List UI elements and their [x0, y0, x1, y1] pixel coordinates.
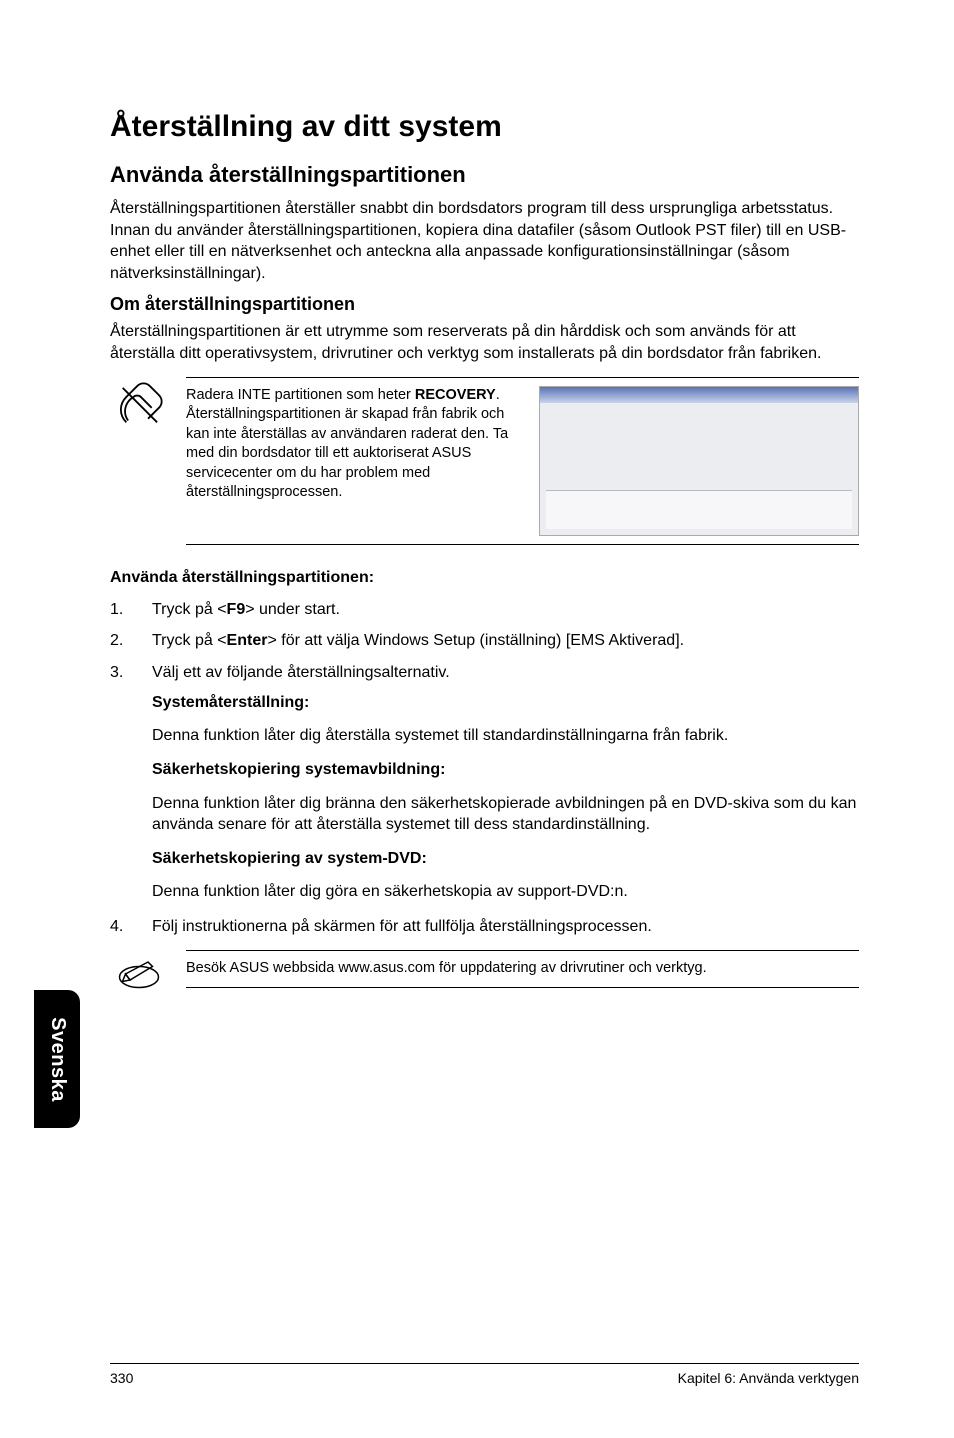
section2-para: Återställningspartitionen är ett utrymme…: [110, 321, 859, 364]
step-num: 3.: [110, 661, 152, 684]
step2-post: > för att välja Windows Setup (inställni…: [267, 632, 684, 649]
sub-heading: Säkerhetskopiering av system-DVD:: [152, 850, 427, 867]
ordered-list: 1. Tryck på <F9> under start. 2. Tryck p…: [110, 598, 859, 684]
list-item: 2. Tryck på <Enter> för att välja Window…: [110, 629, 859, 652]
warning-note: Radera INTE partitionen som heter RECOVE…: [110, 377, 859, 545]
step-num: 2.: [110, 629, 152, 652]
note1-post: . Återställningspartitionen är skapad fr…: [186, 387, 508, 501]
info-note: Besök ASUS webbsida www.asus.com för upp…: [110, 950, 859, 998]
step-num: 4.: [110, 915, 152, 938]
sub-heading: Säkerhetskopiering systemavbildning:: [152, 761, 445, 778]
warning-text: Radera INTE partitionen som heter RECOVE…: [186, 386, 527, 503]
step2-bold: Enter: [227, 632, 268, 649]
step2-pre: Tryck på <: [152, 632, 227, 649]
step-body: Tryck på <Enter> för att välja Windows S…: [152, 629, 859, 652]
hand-stop-icon: [110, 377, 168, 435]
step-body: Välj ett av följande återställningsalter…: [152, 661, 859, 684]
section-heading-2: Om återställningspartitionen: [110, 294, 859, 315]
section-heading-1: Använda återställningspartitionen: [110, 162, 859, 188]
pencil-icon: [110, 950, 168, 998]
language-label: Svenska: [46, 1017, 69, 1102]
step-body: Följ instruktionerna på skärmen för att …: [152, 915, 859, 938]
step1-bold: F9: [227, 601, 246, 618]
page-title: Återställning av ditt system: [110, 110, 859, 144]
sub-heading: Systemåterställning:: [152, 694, 309, 711]
sub-option: Säkerhetskopiering av system-DVD: Denna …: [152, 848, 859, 903]
sub-option: Systemåterställning: Denna funktion låte…: [152, 692, 859, 747]
note1-pre: Radera INTE partitionen som heter: [186, 387, 415, 403]
page-number: 330: [110, 1370, 133, 1386]
page-footer: 330 Kapitel 6: Använda verktygen: [110, 1363, 859, 1386]
list-item: 4. Följ instruktionerna på skärmen för a…: [110, 915, 859, 938]
disk-management-screenshot: [539, 386, 859, 536]
step1-post: > under start.: [245, 601, 340, 618]
language-tab: Svenska: [34, 990, 80, 1128]
note1-bold: RECOVERY: [415, 387, 496, 403]
step-body: Tryck på <F9> under start.: [152, 598, 859, 621]
steps-heading: Använda återställningspartitionen:: [110, 567, 859, 589]
list-item: 3. Välj ett av följande återställningsal…: [110, 661, 859, 684]
step-num: 1.: [110, 598, 152, 621]
sub-text: Denna funktion låter dig göra en säkerhe…: [152, 881, 859, 903]
sub-text: Denna funktion låter dig bränna den säke…: [152, 793, 859, 836]
info-text: Besök ASUS webbsida www.asus.com för upp…: [186, 959, 859, 979]
chapter-label: Kapitel 6: Använda verktygen: [678, 1370, 859, 1386]
step1-pre: Tryck på <: [152, 601, 227, 618]
sub-option: Säkerhetskopiering systemavbildning: Den…: [152, 759, 859, 836]
section1-para: Återställningspartitionen återställer sn…: [110, 198, 859, 284]
sub-text: Denna funktion låter dig återställa syst…: [152, 725, 859, 747]
list-item: 1. Tryck på <F9> under start.: [110, 598, 859, 621]
